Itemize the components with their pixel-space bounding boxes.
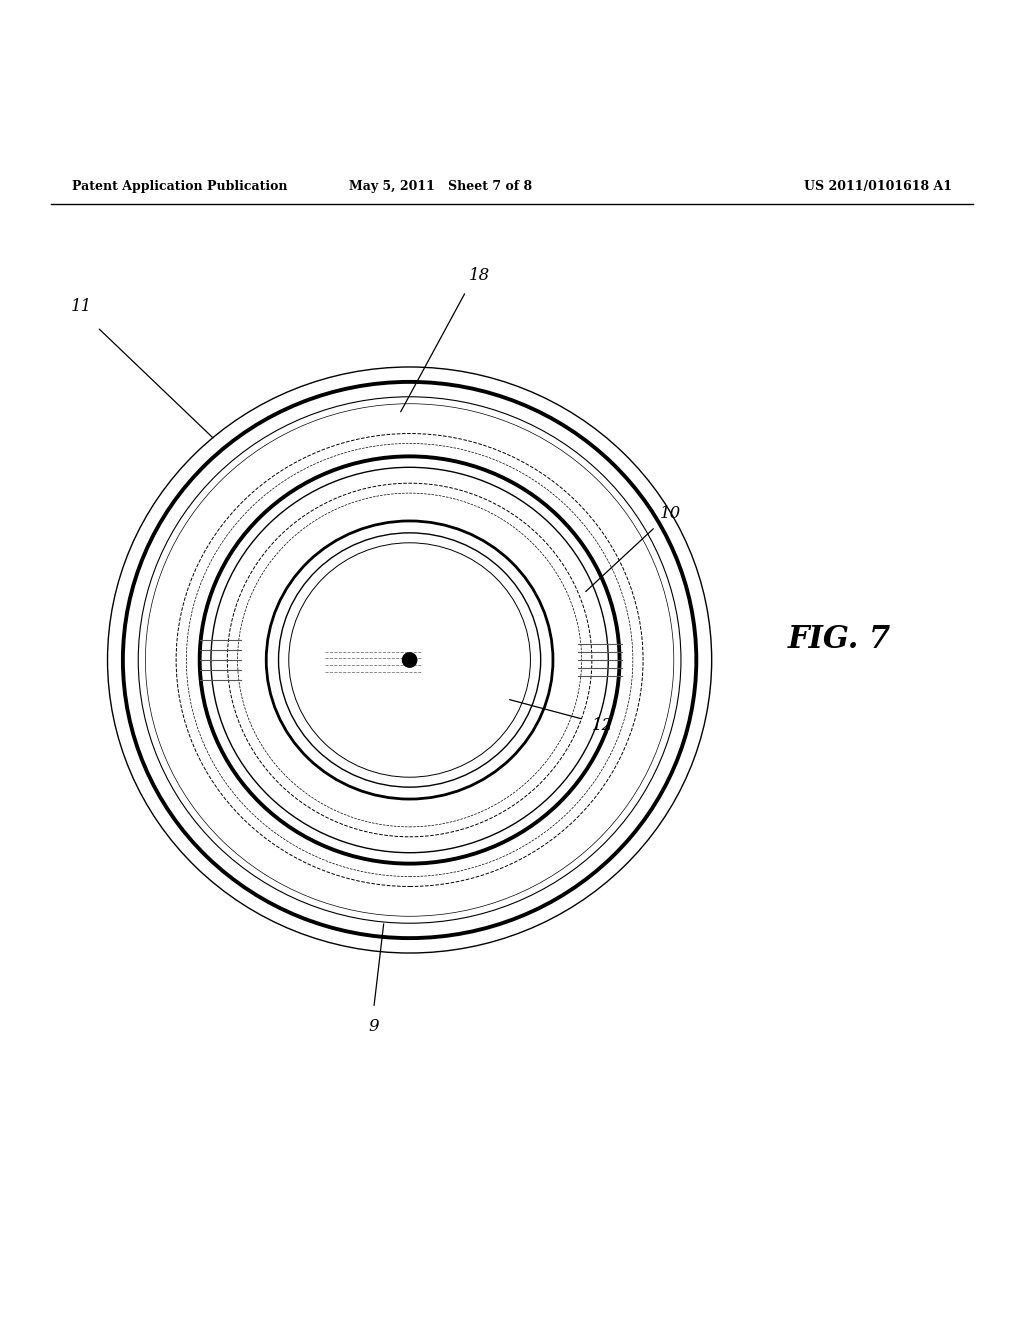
Text: 18: 18: [469, 268, 489, 285]
Text: FIG. 7: FIG. 7: [788, 624, 891, 655]
Text: 12: 12: [592, 717, 612, 734]
Text: May 5, 2011   Sheet 7 of 8: May 5, 2011 Sheet 7 of 8: [349, 181, 531, 194]
Circle shape: [402, 653, 417, 667]
Text: US 2011/0101618 A1: US 2011/0101618 A1: [804, 181, 952, 194]
Text: 10: 10: [660, 506, 681, 523]
Text: 9: 9: [369, 1018, 379, 1035]
Text: Patent Application Publication: Patent Application Publication: [72, 181, 287, 194]
Text: 11: 11: [72, 298, 92, 315]
